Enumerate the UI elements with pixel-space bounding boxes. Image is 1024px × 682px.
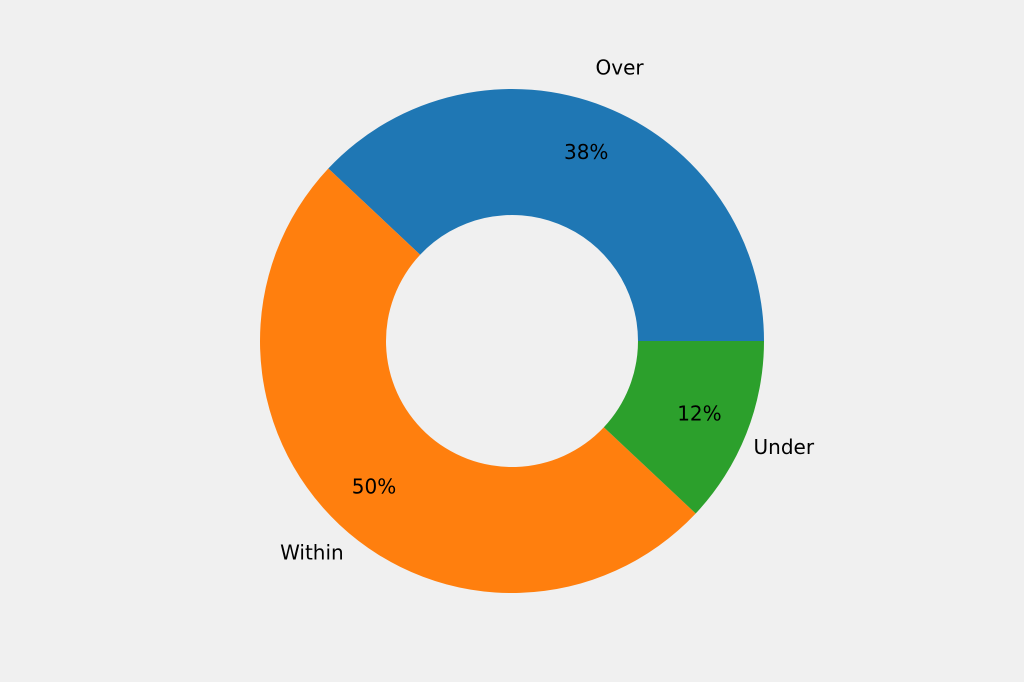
slice-label-within: Within	[280, 541, 344, 565]
slice-pct-under: 12%	[677, 402, 721, 426]
slice-pct-within: 50%	[352, 474, 396, 498]
slice-pct-over: 38%	[564, 140, 608, 164]
slice-over	[328, 88, 764, 341]
slice-within	[260, 168, 696, 593]
slice-label-over: Over	[596, 56, 645, 80]
slice-under	[603, 341, 764, 514]
slice-label-under: Under	[754, 435, 815, 459]
